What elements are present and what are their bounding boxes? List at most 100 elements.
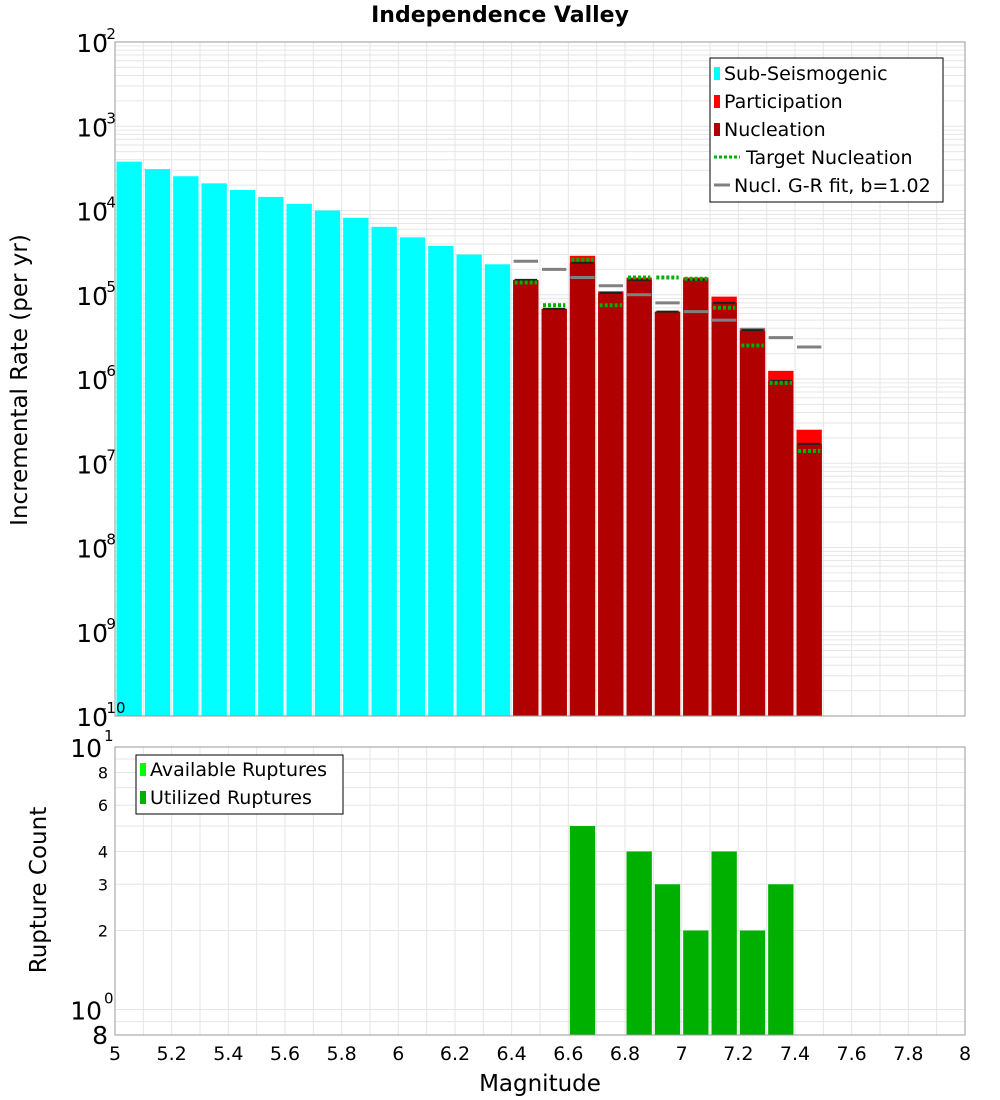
sub-seismogenic-bar [286, 203, 312, 716]
bottom-y-tick-minor: 8 [92, 1021, 108, 1050]
sub-seismogenic-bar [116, 161, 142, 717]
sub-seismogenic-bar [201, 183, 227, 716]
legend-swatch-nucleation [714, 123, 720, 136]
top-legend-box [709, 57, 944, 203]
top-y-tick-exponent: -4 [101, 194, 116, 212]
chart-title: Independence Valley [371, 3, 629, 28]
bottom-y-tick-minor: 2 [98, 922, 108, 941]
x-tick-label: 5 [109, 1043, 121, 1065]
top-plot-frame [114, 41, 966, 717]
top-plot-lines [513, 257, 822, 453]
top-y-tick-base: 10 [76, 282, 108, 311]
bottom-legend: Available Ruptures Utilized Ruptures [135, 754, 344, 815]
utilized-ruptures-bar [768, 884, 794, 1035]
utilized-ruptures-bar [711, 851, 737, 1035]
sub-seismogenic-bar [371, 226, 397, 716]
bottom-y-tick-minor: 3 [98, 875, 108, 894]
legend-swatch-available [140, 763, 146, 776]
utilized-ruptures-bar [683, 930, 709, 1035]
utilized-ruptures-bar [654, 884, 681, 1035]
x-axis-label: Magnitude [479, 1071, 601, 1097]
legend-swatch-utilized [140, 791, 146, 804]
x-tick-label: 5.6 [270, 1043, 300, 1065]
bottom-plot-frame [114, 746, 966, 1036]
legend-label-utilized: Utilized Ruptures [150, 787, 312, 809]
top-legend: Sub-Seismogenic Participation Nucleation… [709, 57, 944, 203]
sub-seismogenic-bar [343, 217, 369, 717]
top-y-tick-base: 10 [76, 450, 108, 479]
sub-seismogenic-bar [144, 169, 171, 716]
legend-swatch-sub-seismogenic [714, 67, 720, 80]
utilized-ruptures-bar [626, 851, 652, 1035]
x-tick-label: 7.6 [837, 1043, 867, 1065]
sub-seismogenic-bar [456, 254, 482, 716]
bottom-y-tick-base: 10 [70, 734, 102, 763]
top-plot-bars [116, 161, 822, 717]
top-y-tick-exponent: -8 [101, 531, 116, 549]
x-tick-label: 5.8 [327, 1043, 357, 1065]
nucleation-bar [654, 311, 681, 716]
x-tick-label: 6.6 [553, 1043, 583, 1065]
bottom-y-tick-minor: 4 [98, 842, 108, 861]
top-y-tick-base: 10 [76, 619, 108, 648]
bottom-y-tick-minor: 8 [98, 763, 108, 782]
x-ticks: 5 5.2 5.4 5.6 5.8 6 6.2 6.4 6.6 6.8 7 7.2 7.4 7.6 7.8 8 [109, 1043, 971, 1065]
top-y-tick-exponent: -5 [101, 278, 116, 296]
x-tick-label: 7.8 [893, 1043, 923, 1065]
bottom-y-tick-exponent: 1 [104, 727, 114, 745]
nucleation-bar [626, 279, 652, 716]
sub-seismogenic-bar [314, 210, 341, 716]
nucleation-bar [796, 443, 822, 716]
bottom-plot-bars [569, 826, 794, 1035]
top-y-tick-exponent: -7 [101, 446, 116, 464]
x-tick-label: 7 [676, 1043, 688, 1065]
x-tick-label: 6 [392, 1043, 404, 1065]
nucleation-bar [683, 279, 709, 716]
top-y-tick-base: 10 [76, 198, 108, 227]
bottom-y-axis-label: Rupture Count [26, 807, 52, 973]
top-y-axis-label: Incremental Rate (per yr) [7, 234, 33, 526]
x-tick-label: 7.2 [723, 1043, 753, 1065]
legend-swatch-participation [714, 95, 720, 108]
nucleation-bar [598, 292, 624, 716]
top-y-tick-exponent: -3 [101, 109, 116, 127]
top-y-tick-exponent: -6 [101, 362, 116, 380]
sub-seismogenic-bar [173, 176, 199, 716]
legend-label-gr-fit: Nucl. G-R fit, b=1.02 [734, 175, 931, 197]
sub-seismogenic-bar [484, 264, 511, 716]
top-y-tick-base: 10 [76, 29, 108, 58]
bottom-y-tick-minor: 6 [98, 796, 108, 815]
top-y-tick-base: 10 [76, 535, 108, 564]
top-y-tick-exponent: -9 [101, 615, 116, 633]
legend-label-target-nucleation: Target Nucleation [745, 147, 913, 169]
sub-seismogenic-bar [258, 196, 284, 717]
sub-seismogenic-bar [229, 190, 256, 716]
utilized-ruptures-bar [569, 826, 596, 1035]
nucleation-bar [739, 330, 766, 716]
legend-label-nucleation: Nucleation [724, 119, 826, 141]
nucleation-bar [541, 308, 567, 716]
sub-seismogenic-bar [399, 237, 426, 717]
utilized-ruptures-bar [739, 930, 766, 1035]
top-y-tick-exponent: -10 [101, 699, 126, 717]
bottom-y-tick-base: 10 [70, 997, 102, 1026]
top-y-tick-base: 10 [76, 703, 108, 732]
bottom-legend-box [135, 754, 344, 815]
nucleation-bar [513, 279, 539, 716]
top-y-tick-base: 10 [76, 366, 108, 395]
sub-seismogenic-bar [428, 245, 454, 716]
legend-label-sub-seismogenic: Sub-Seismogenic [724, 63, 888, 85]
x-tick-label: 6.2 [440, 1043, 470, 1065]
x-tick-label: 8 [959, 1043, 971, 1065]
bottom-y-tick-exponent: 0 [104, 990, 114, 1008]
x-tick-label: 5.2 [157, 1043, 187, 1065]
top-y-tick-exponent: -2 [101, 25, 116, 43]
x-tick-label: 6.8 [610, 1043, 640, 1065]
nucleation-bar [569, 262, 596, 716]
x-tick-label: 6.4 [497, 1043, 527, 1065]
legend-label-participation: Participation [724, 91, 843, 113]
legend-label-available: Available Ruptures [150, 759, 327, 781]
